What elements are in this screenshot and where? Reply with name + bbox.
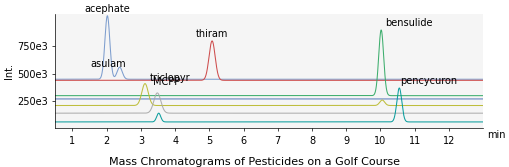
Text: acephate: acephate (84, 4, 130, 14)
Text: Mass Chromatograms of Pesticides on a Golf Course: Mass Chromatograms of Pesticides on a Go… (109, 157, 400, 167)
Text: thiram: thiram (195, 29, 228, 39)
Y-axis label: Int.: Int. (4, 63, 14, 79)
Text: pencycuron: pencycuron (399, 76, 456, 86)
Text: triclopyr: triclopyr (149, 73, 190, 83)
Text: min: min (487, 130, 505, 140)
Text: bensulide: bensulide (385, 18, 432, 28)
Text: asulam: asulam (91, 59, 126, 69)
Text: MCPP: MCPP (153, 77, 180, 87)
